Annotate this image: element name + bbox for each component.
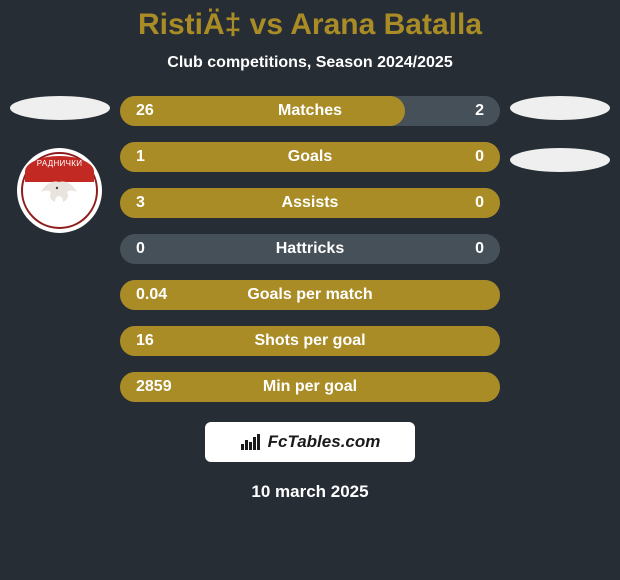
stat-row: 0.04Goals per match <box>120 280 500 310</box>
stat-label: Goals per match <box>220 286 400 304</box>
stat-row: 1Goals0 <box>120 142 500 172</box>
stat-row: 3Assists0 <box>120 188 500 218</box>
eagle-icon <box>35 178 83 208</box>
stat-value-right: 2 <box>400 102 500 120</box>
stat-value-left: 0 <box>120 240 220 258</box>
stat-row: 0Hattricks0 <box>120 234 500 264</box>
right-ellipse-placeholder-2 <box>510 148 610 172</box>
stat-label: Goals <box>220 148 400 166</box>
page-title: RistiÄ‡ vs Arana Batalla <box>0 8 620 42</box>
right-column <box>510 96 610 172</box>
stat-label: Matches <box>220 102 400 120</box>
stat-value-left: 1 <box>120 148 220 166</box>
footer-text: FcTables.com <box>268 432 381 452</box>
right-ellipse-placeholder-1 <box>510 96 610 120</box>
left-column: РАДНИЧКИ 1923 <box>10 96 110 233</box>
stat-value-left: 0.04 <box>120 286 220 304</box>
stat-value-left: 26 <box>120 102 220 120</box>
bar-chart-icon <box>240 433 262 451</box>
stat-label: Hattricks <box>220 240 400 258</box>
stat-rows: 26Matches21Goals03Assists00Hattricks00.0… <box>120 96 500 402</box>
body-area: РАДНИЧКИ 1923 26Matches21Goals03Assists0… <box>0 96 620 402</box>
stat-value-right: 0 <box>400 148 500 166</box>
left-ellipse-placeholder <box>10 96 110 120</box>
container: RistiÄ‡ vs Arana Batalla Club competitio… <box>0 0 620 580</box>
stat-row: 16Shots per goal <box>120 326 500 356</box>
date-text: 10 march 2025 <box>0 482 620 502</box>
stat-label: Shots per goal <box>220 332 400 350</box>
crest-year: 1923 <box>17 213 102 223</box>
stat-row: 26Matches2 <box>120 96 500 126</box>
team-crest-left: РАДНИЧКИ 1923 <box>17 148 102 233</box>
page-subtitle: Club competitions, Season 2024/2025 <box>0 54 620 72</box>
stat-row: 2859Min per goal <box>120 372 500 402</box>
stat-label: Assists <box>220 194 400 212</box>
stat-value-left: 2859 <box>120 378 220 396</box>
stat-value-right: 0 <box>400 194 500 212</box>
footer-badge: FcTables.com <box>205 422 415 462</box>
stat-label: Min per goal <box>220 378 400 396</box>
stat-value-right: 0 <box>400 240 500 258</box>
stat-value-left: 3 <box>120 194 220 212</box>
stat-value-left: 16 <box>120 332 220 350</box>
